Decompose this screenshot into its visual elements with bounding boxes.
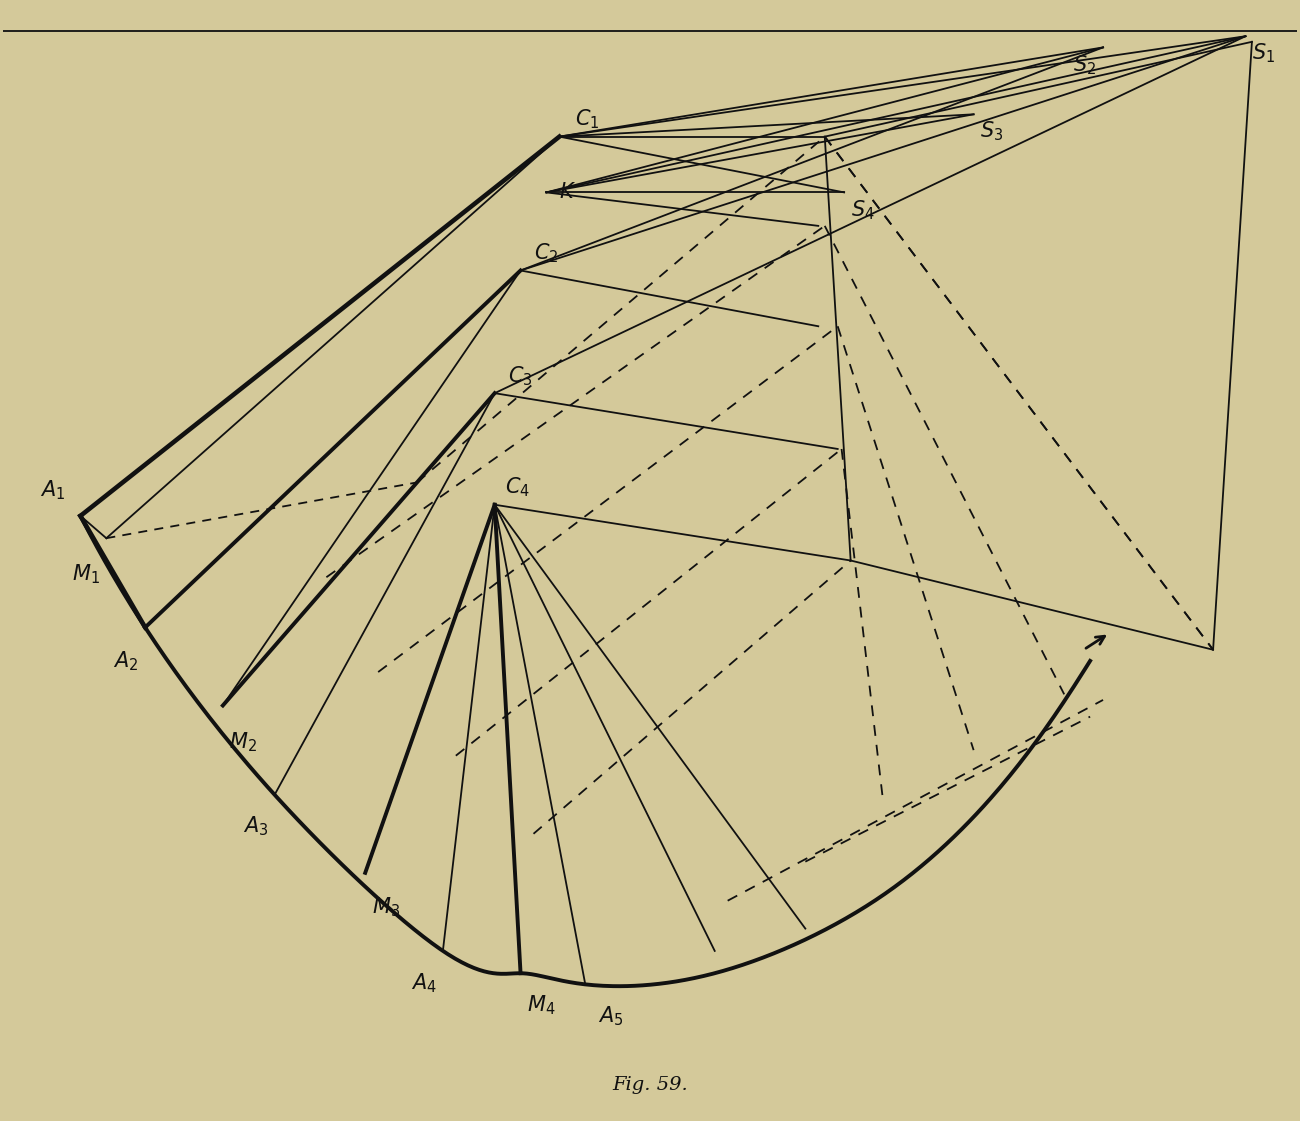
Text: $A_3$: $A_3$ (243, 815, 268, 839)
Text: $M_2$: $M_2$ (229, 730, 257, 753)
Text: $C_1$: $C_1$ (575, 108, 599, 131)
Text: $M_4$: $M_4$ (526, 993, 555, 1017)
Text: $C_3$: $C_3$ (507, 364, 532, 388)
Text: $M_1$: $M_1$ (72, 563, 100, 586)
Text: $K$: $K$ (559, 183, 576, 203)
Text: $A_1$: $A_1$ (39, 479, 65, 502)
Text: $M_3$: $M_3$ (372, 896, 399, 919)
Text: $C_2$: $C_2$ (533, 241, 558, 265)
Text: Fig. 59.: Fig. 59. (612, 1076, 688, 1094)
Text: $A_4$: $A_4$ (411, 971, 437, 994)
Text: $C_4$: $C_4$ (504, 475, 530, 499)
Text: $S_2$: $S_2$ (1074, 53, 1097, 76)
Text: $S_1$: $S_1$ (1252, 41, 1275, 65)
Text: $A_5$: $A_5$ (598, 1004, 624, 1028)
Text: $S_3$: $S_3$ (980, 120, 1004, 143)
Text: $A_2$: $A_2$ (113, 650, 139, 674)
Text: $S_4$: $S_4$ (850, 198, 875, 222)
